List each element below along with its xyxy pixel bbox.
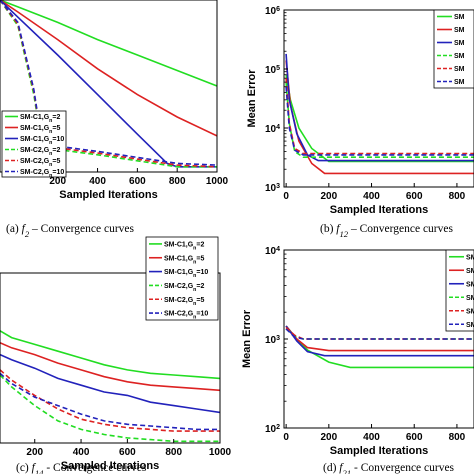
x-tick-label: 200 <box>320 191 337 202</box>
chart-panel-2: 0 200 400 600 800 103 104 105 106 Sampled Iterati… <box>246 6 474 239</box>
x-tick-label: 200 <box>49 176 66 187</box>
legend-label-4: SM-C2,Gn=2 <box>20 147 60 157</box>
y-axis-label: Mean Error <box>246 69 258 128</box>
series-line-6 <box>285 328 474 340</box>
legend-label-5: SM <box>454 66 465 73</box>
chart-panel-4: 0 200 400 600 800 102 103 104 Sampled Iterations… <box>241 246 474 474</box>
legend: SM-C1,Gn=2SM-C1,Gn=5SM-C1,Gn=10SM-C2,Gn=… <box>1 110 67 179</box>
x-tick-label: 400 <box>73 447 90 458</box>
legend-label-1: SM-C1,Gn=2 <box>20 114 60 124</box>
legend-label-5: SM <box>466 308 474 315</box>
x-tick-label: 600 <box>406 432 423 443</box>
x-axis-label: Sampled Iterations <box>330 445 428 457</box>
x-tick-label: 200 <box>320 432 337 443</box>
series-line-4 <box>285 82 474 158</box>
y-tick-label: 103 <box>265 335 280 347</box>
panel-caption: (b) f12 – Convergence curves <box>320 223 453 239</box>
legend-box <box>445 249 474 332</box>
x-tick-label: 600 <box>129 176 146 187</box>
series-line-5 <box>0 369 220 432</box>
series-line-6 <box>0 372 220 431</box>
x-tick-label: 800 <box>449 432 466 443</box>
series-line-2 <box>0 341 220 392</box>
legend-label-6: SM <box>466 322 474 329</box>
x-tick-label: 600 <box>119 447 136 458</box>
series-line-1 <box>0 0 217 87</box>
x-tick-label: 400 <box>363 432 380 443</box>
x-tick-label: 600 <box>406 191 423 202</box>
series-line-6 <box>0 0 217 166</box>
x-tick-label: 400 <box>363 191 380 202</box>
series-line-3 <box>0 353 220 414</box>
legend-label-2: SM-C1,Gn=5 <box>164 255 204 265</box>
x-axis-label: Sampled Iterations <box>61 460 159 472</box>
legend-label-6: SM <box>454 79 465 86</box>
legend-label-2: SM-C1,Gn=5 <box>20 125 60 135</box>
legend-label-1: SM <box>466 254 474 261</box>
legend-label-2: SM <box>466 268 474 275</box>
series-line-6 <box>285 86 474 156</box>
legend-label-3: SM <box>466 281 474 288</box>
legend-label-3: SM-C1,Gn=10 <box>20 136 64 146</box>
panel-caption: (d) f21 - Convergence curves <box>323 462 455 474</box>
x-tick-label: 800 <box>169 176 186 187</box>
legend-box <box>433 9 474 89</box>
x-tick-label: 800 <box>449 191 466 202</box>
x-tick-label: 400 <box>89 176 106 187</box>
legend-box <box>145 236 219 321</box>
x-tick-label: 1000 <box>206 176 229 187</box>
plot-frame <box>0 272 221 444</box>
series-line-1 <box>0 330 220 380</box>
legend-label-1: SM-C1,Gn=2 <box>164 241 204 251</box>
series-line-2 <box>0 0 217 137</box>
series-line-1 <box>285 325 474 369</box>
legend-label-4: SM <box>466 295 474 302</box>
y-tick-label: 105 <box>265 65 280 77</box>
x-tick-label: 0 <box>283 191 289 202</box>
y-tick-label: 103 <box>265 183 280 195</box>
panel-caption: (a) f2 – Convergence curves <box>6 223 135 239</box>
y-tick-label: 104 <box>265 246 280 258</box>
x-tick-label: 200 <box>26 447 43 458</box>
legend-label-6: SM-C2,Gn=10 <box>20 169 64 179</box>
plot-frame <box>283 9 474 188</box>
x-axis-label: Sampled Iterations <box>330 204 428 216</box>
series-group <box>0 330 220 443</box>
legend-label-1: SM <box>454 14 465 21</box>
legend-label-6: SM-C2,Gn=10 <box>164 311 208 321</box>
series-line-5 <box>285 78 474 155</box>
y-tick-label: 102 <box>265 424 280 436</box>
series-line-4 <box>0 374 220 443</box>
y-tick-label: 104 <box>265 124 280 136</box>
legend-label-3: SM-C1,Gn=10 <box>164 269 208 279</box>
legend-label-3: SM <box>454 40 465 47</box>
legend-label-2: SM <box>454 27 465 34</box>
series-line-3 <box>285 53 474 162</box>
y-tick-label: 106 <box>265 6 280 18</box>
series-group <box>0 0 217 168</box>
x-tick-label: 0 <box>283 432 289 443</box>
chart-panel-1: 200 400 600 800 1000 Sampled Iterations SM-C1,… <box>0 0 229 239</box>
series-group <box>285 325 474 369</box>
chart-panel-3: 200 400 600 800 1000 Sampled Iterations SM-C1,… <box>0 236 232 474</box>
y-axis-label: Mean Error <box>241 309 253 368</box>
panel-caption: (c) f14 - Convergence curves <box>16 462 147 474</box>
legend-box <box>1 110 67 178</box>
legend: SM SM SM SM SM SM <box>433 9 474 89</box>
legend-label-5: SM-C2,Gn=5 <box>164 297 204 307</box>
legend-label-4: SM <box>454 53 465 60</box>
x-axis-label: Sampled Iterations <box>59 189 157 201</box>
series-group <box>285 53 474 175</box>
legend: SM-C1,Gn=2 SM-C1,Gn=5 SM-C1,Gn=10 SM-C2,Gn=… <box>145 236 219 321</box>
legend-label-5: SM-C2,Gn=5 <box>20 158 60 168</box>
legend: SM SM SM SM SM SM <box>445 249 474 332</box>
x-tick-label: 800 <box>165 447 182 458</box>
legend-label-4: SM-C2,Gn=2 <box>164 283 204 293</box>
plot-frame <box>0 0 218 173</box>
x-tick-label: 1000 <box>209 447 232 458</box>
